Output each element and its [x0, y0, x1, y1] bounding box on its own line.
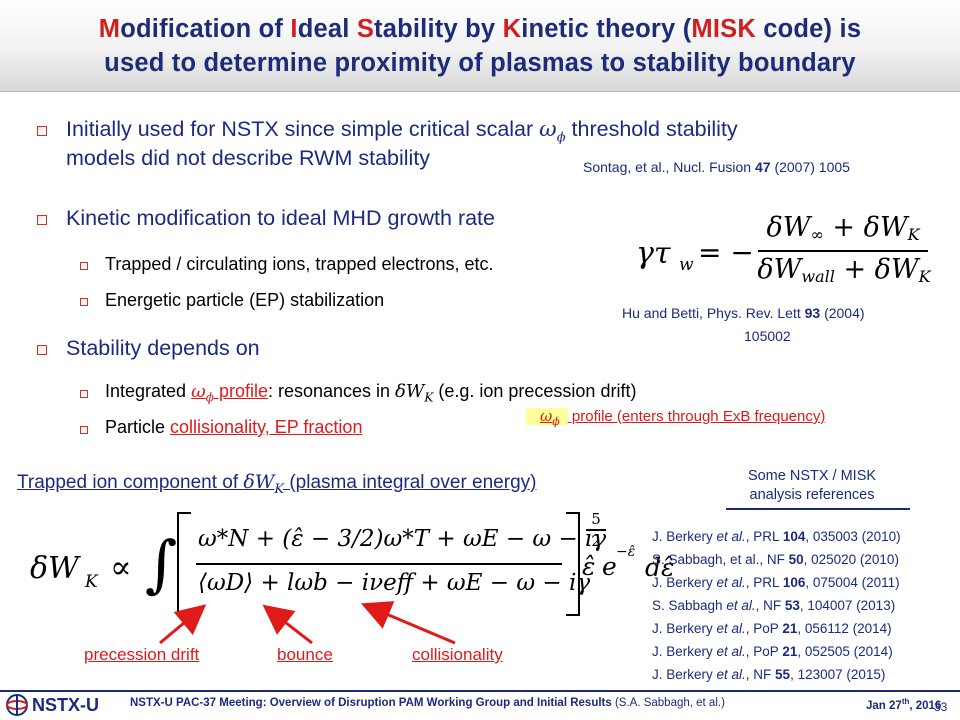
reference-item: J. Berkery et al., NF 55, 123007 (2015)	[652, 667, 886, 682]
bullet-2-sub-1: Trapped / circulating ions, trapped elec…	[105, 254, 494, 274]
footer-bar	[0, 690, 960, 720]
hu-betti-reference-line-2: 105002	[744, 328, 791, 344]
bullet-3-sub-2: Particle collisionality, EP fraction	[105, 417, 363, 437]
bullet-2-text: Kinetic modification to ideal MHD growth…	[66, 206, 495, 230]
right-bracket	[566, 512, 580, 616]
bullet-icon	[37, 215, 47, 225]
omega-phi-callout: ωϕ profile (enters through ExB frequency…	[526, 405, 825, 433]
sub-bullet-icon	[80, 298, 88, 306]
trapped-ion-heading: Trapped ion component of δWK (plasma int…	[17, 471, 537, 497]
sontag-reference: Sontag, et al., Nucl. Fusion 47 (2007) 1…	[583, 159, 850, 175]
hu-betti-reference: Hu and Betti, Phys. Rev. Lett 93 (2004)	[622, 305, 865, 321]
precession-drift-label: precession drift	[84, 645, 200, 664]
logo-text: NSTX-U	[32, 694, 99, 715]
collisionality-label: collisionality	[412, 645, 503, 664]
reference-item: J. Berkery et al., PoP 21, 052505 (2014)	[652, 644, 893, 659]
references-divider	[726, 508, 910, 510]
bounce-label: bounce	[277, 645, 333, 664]
bullet-2-sub-2: Energetic particle (EP) stabilization	[105, 290, 385, 310]
bullet-1-line-2: models did not describe RWM stability	[66, 146, 431, 170]
title-line-2: used to determine proximity of plasmas t…	[104, 49, 856, 77]
bullet-icon	[37, 345, 47, 355]
reference-item: J. Berkery et al., PRL 106, 075004 (2011…	[652, 575, 900, 590]
nstx-logo-icon	[6, 694, 28, 716]
reference-item: J. Berkery et al., PRL 104, 035003 (2010…	[652, 529, 901, 544]
bullet-3-text: Stability depends on	[66, 336, 260, 360]
reference-item: S. Sabbagh et al., NF 53, 104007 (2013)	[652, 598, 896, 613]
footer-date: Jan 27th, 2016	[866, 697, 942, 712]
d-epsilon: dε̂	[645, 553, 675, 582]
slide-title: Modification of Ideal Stability by Kinet…	[0, 12, 960, 80]
sub-bullet-icon	[80, 262, 88, 270]
bullet-icon	[37, 126, 47, 136]
nstx-u-logo: NSTX-U	[6, 692, 99, 718]
sub-bullet-icon	[80, 426, 88, 434]
precession-arrow	[159, 604, 207, 645]
references-heading: Some NSTX / MISK analysis references	[747, 468, 877, 503]
reference-item: S. Sabbagh, et al., NF 50, 025020 (2010)	[652, 552, 899, 567]
title-band	[0, 0, 960, 92]
bounce-arrow	[262, 604, 313, 645]
title-line-1: Modification of Ideal Stability by Kinet…	[98, 15, 862, 43]
dwk-equation: δW K ∝ ∫ ω*N + (ε̂ − 3/2)ω*T + ωE − ω − …	[30, 508, 635, 628]
sub-bullet-icon	[80, 390, 88, 398]
collisionality-arrow	[360, 601, 456, 645]
footer-meeting-text: NSTX-U PAC-37 Meeting: Overview of Disru…	[130, 697, 725, 709]
bullet-3-sub-1: Integrated ωϕ profile: resonances in δWK…	[105, 381, 637, 405]
growth-rate-equation: γτ w = − δW∞ + δWK δWwall + δWK	[636, 212, 931, 287]
reference-item: J. Berkery et al., PoP 21, 056112 (2014)	[652, 621, 892, 636]
bullet-1-line-1: Initially used for NSTX since simple cri…	[66, 117, 738, 146]
page-number: 33	[934, 700, 948, 714]
